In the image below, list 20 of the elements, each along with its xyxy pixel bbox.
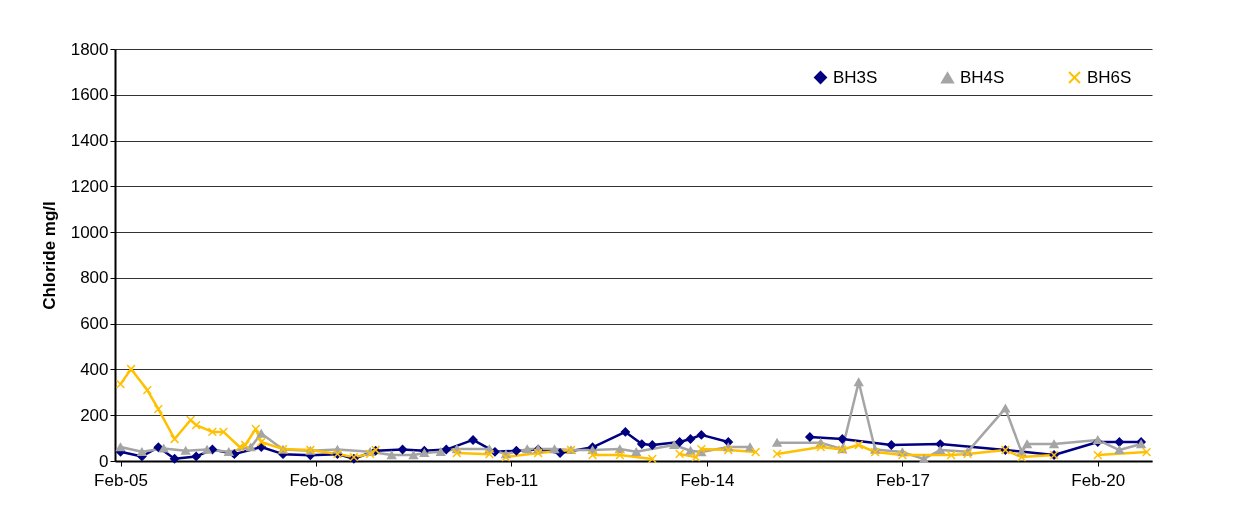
x-tick-label: Feb-17 xyxy=(875,470,930,490)
y-tick-label: 400 xyxy=(80,359,109,379)
legend-label: BH3S xyxy=(833,67,878,87)
x-tick-label: Feb-08 xyxy=(289,470,344,490)
y-tick-label: 1800 xyxy=(70,39,109,59)
legend-label: BH4S xyxy=(960,67,1005,87)
legend-label: BH6S xyxy=(1087,67,1132,87)
x-tick-label: Feb-14 xyxy=(680,470,735,490)
x-tick-label: Feb-20 xyxy=(1071,470,1126,490)
y-tick-label: 1200 xyxy=(70,176,109,196)
y-tick-label: 200 xyxy=(80,405,109,425)
x-tick-label: Feb-05 xyxy=(94,470,148,490)
y-tick-label: 1600 xyxy=(70,85,109,105)
y-tick-label: 1400 xyxy=(70,131,109,151)
y-tick-label: 600 xyxy=(80,314,109,334)
y-axis-title: Chloride mg/l xyxy=(39,201,59,310)
x-tick-label: Feb-11 xyxy=(485,470,539,490)
y-tick-label: 800 xyxy=(80,268,109,288)
y-tick-label: 0 xyxy=(99,451,109,471)
y-tick-label: 1000 xyxy=(70,222,109,242)
